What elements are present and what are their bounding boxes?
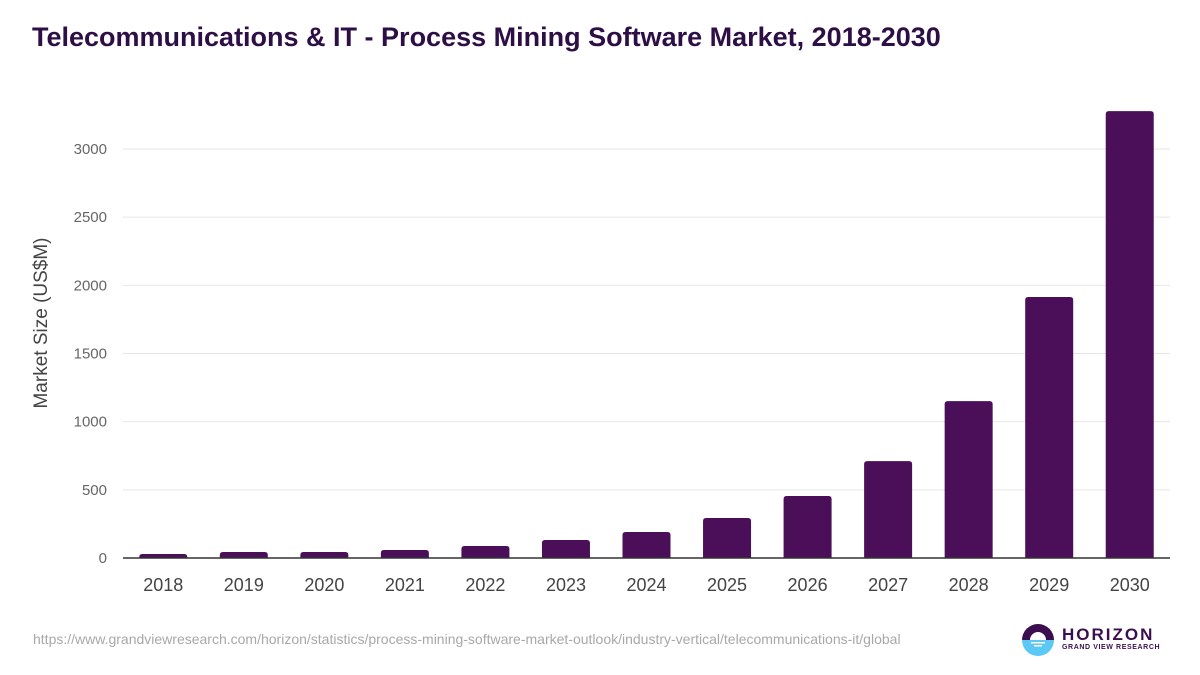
bar-2028 — [944, 401, 993, 558]
y-tick-label: 3000 — [74, 141, 107, 158]
logo-subtext: GRAND VIEW RESEARCH — [1062, 644, 1161, 651]
bar-2022 — [461, 546, 510, 558]
bar-2020 — [300, 552, 349, 558]
bar-2027 — [864, 461, 913, 558]
x-tick-label: 2027 — [868, 575, 908, 595]
x-tick-label: 2028 — [949, 575, 989, 595]
chart-title: Telecommunications & IT - Process Mining… — [32, 22, 941, 52]
bar-2029 — [1025, 297, 1074, 558]
x-tick-label: 2026 — [788, 575, 828, 595]
y-tick-label: 1000 — [74, 414, 107, 431]
horizon-logo-icon — [1022, 624, 1054, 656]
x-tick-label: 2023 — [546, 575, 586, 595]
x-tick-label: 2025 — [707, 575, 747, 595]
y-tick-label: 1500 — [74, 346, 107, 363]
y-axis-label: Market Size (US$M) — [31, 237, 52, 408]
bar-2018 — [139, 554, 188, 558]
bar-2019 — [219, 552, 268, 558]
bar-2026 — [783, 495, 832, 558]
bar-2021 — [380, 549, 429, 558]
y-tick-label: 2500 — [74, 209, 107, 226]
x-tick-label: 2018 — [143, 575, 183, 595]
x-tick-label: 2019 — [224, 575, 264, 595]
logo-text: HORIZON — [1062, 625, 1155, 644]
x-tick-label: 2020 — [304, 575, 344, 595]
x-tick-label: 2021 — [385, 575, 425, 595]
bar-2030 — [1105, 111, 1154, 558]
horizon-logo: HORIZON GRAND VIEW RESEARCH — [1020, 622, 1160, 658]
bar-2025 — [703, 518, 752, 558]
y-tick-label: 500 — [82, 482, 107, 499]
x-tick-label: 2029 — [1029, 575, 1069, 595]
x-tick-label: 2030 — [1110, 575, 1150, 595]
x-tick-label: 2022 — [465, 575, 505, 595]
bar-2023 — [541, 540, 590, 558]
y-tick-label: 2000 — [74, 277, 107, 294]
x-tick-label: 2024 — [626, 575, 666, 595]
bar-2024 — [622, 531, 671, 558]
y-tick-label: 0 — [99, 550, 107, 567]
source-url[interactable]: https://www.grandviewresearch.com/horizo… — [33, 631, 901, 647]
